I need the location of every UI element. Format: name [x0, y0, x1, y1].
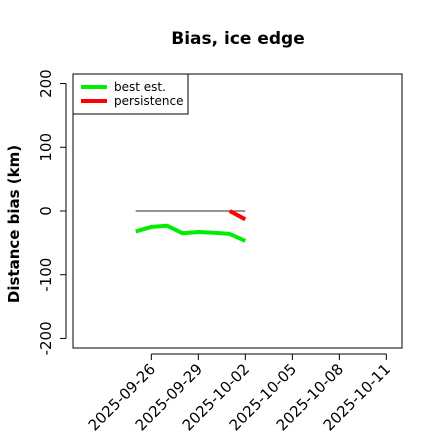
y-tick-label: 100: [37, 133, 55, 162]
plot-frame: [72, 73, 403, 349]
series-line-persistence: [228, 209, 247, 222]
y-axis-label: Distance bias (km): [5, 145, 23, 303]
legend-box: [72, 73, 189, 115]
y-tick-label: 200: [37, 69, 55, 98]
y-tick-label: -100: [37, 258, 55, 292]
y-tick-label: 0: [37, 206, 55, 216]
axes: -200-10001002002025-09-262025-09-292025-…: [37, 69, 394, 434]
legend-label: best est.: [114, 80, 166, 94]
chart-title: Bias, ice edge: [171, 29, 305, 49]
y-tick-label: -200: [37, 321, 55, 355]
plot-area: [135, 209, 247, 243]
legend-label: persistence: [114, 94, 183, 108]
series-line-best-est-: [135, 223, 247, 243]
legend: best est.persistence: [72, 73, 189, 115]
